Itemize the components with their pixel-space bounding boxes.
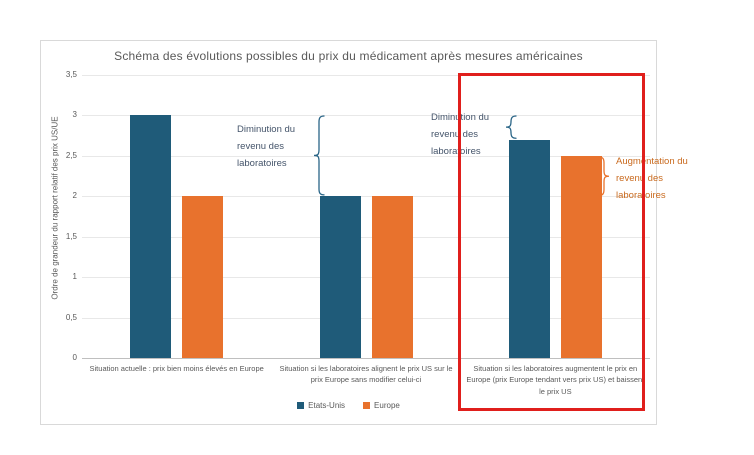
chart-title: Schéma des évolutions possibles du prix … — [114, 49, 583, 63]
bar-etats-unis-group1 — [130, 115, 172, 358]
annotation-brace-augmentation — [598, 156, 610, 196]
annotation-text-diminution-1: Diminution du revenu des laboratoires — [237, 124, 296, 169]
category-label: Situation si les laboratoires augmentent… — [466, 364, 645, 396]
category-label: Situation actuelle : prix bien moins éle… — [89, 364, 264, 373]
legend-swatch — [297, 402, 305, 409]
gridline — [82, 277, 650, 279]
bar-europe-group1 — [182, 196, 224, 358]
legend-label: Europe — [374, 401, 400, 410]
gridline — [82, 358, 650, 359]
legend-label: Etats-Unis — [308, 401, 346, 410]
legend: Etats-Unis Europe — [40, 401, 657, 410]
legend-swatch — [363, 402, 371, 409]
highlight-rectangle — [458, 73, 645, 411]
bar-europe-group3 — [560, 155, 602, 358]
y-tick-label: 1,5 — [65, 231, 77, 241]
gridline — [82, 317, 650, 319]
bar-etats-unis-group2 — [319, 196, 361, 358]
gridline — [82, 196, 650, 198]
bar-etats-unis-group3 — [508, 139, 550, 358]
legend-item-etats-unis: Etats-Unis — [297, 401, 345, 410]
category-label: Situation si les laboratoires alignent l… — [279, 364, 453, 385]
annotation-text-augmentation: Augmentation du revenu des laboratoires — [616, 156, 688, 201]
y-tick-label: 2,5 — [65, 150, 77, 160]
gridline — [82, 155, 650, 157]
y-tick-label: 1 — [72, 272, 77, 282]
legend-item-europe: Europe — [363, 401, 400, 410]
y-tick-label: 3,5 — [65, 70, 77, 79]
annotation-brace-diminution-2 — [505, 115, 517, 140]
y-tick-label: 0,5 — [65, 312, 77, 322]
annotation-brace-diminution-1 — [313, 115, 325, 196]
gridline — [82, 115, 650, 117]
y-tick-label: 2 — [72, 191, 77, 201]
gridline — [82, 75, 650, 76]
gridline — [82, 236, 650, 238]
y-tick-label: 3 — [72, 110, 77, 120]
bar-europe-group2 — [371, 196, 413, 358]
y-tick-label: 0 — [72, 353, 77, 362]
